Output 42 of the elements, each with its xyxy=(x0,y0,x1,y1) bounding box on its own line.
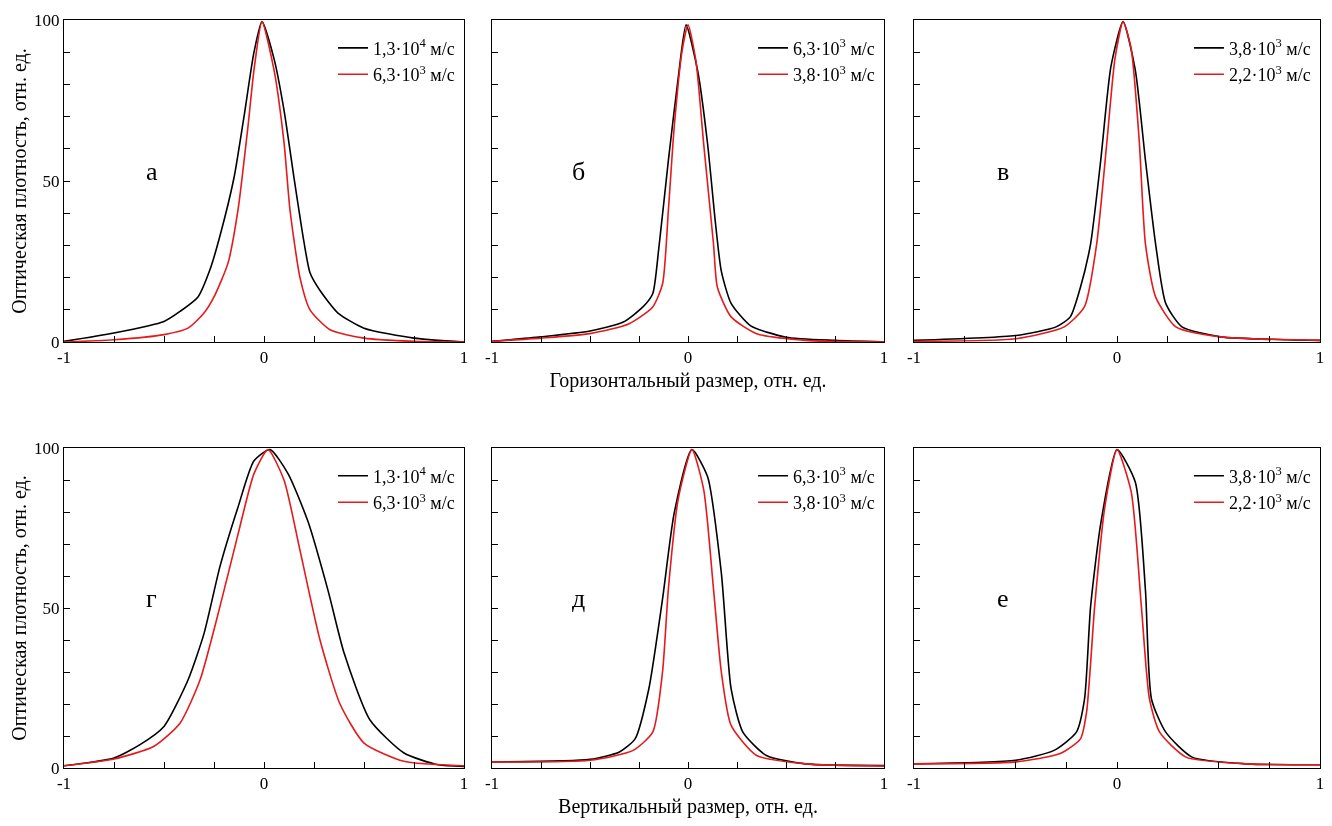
x-tick-label: 0 xyxy=(1112,348,1122,368)
x-tick-label: 1 xyxy=(1315,774,1325,794)
legend-label: 1,3·10$^{4}$ м/с xyxy=(373,464,455,487)
legend-label: 6,3·10$^{3}$ м/с xyxy=(373,62,455,86)
x-tick-label: 0 xyxy=(259,774,269,794)
x-tick-label: 1 xyxy=(879,774,889,794)
annotation: в xyxy=(997,157,1010,186)
annotation: д xyxy=(572,584,586,613)
x-tick-label: 1 xyxy=(879,348,889,368)
x-tick-label: -1 xyxy=(906,774,922,794)
x-tick-label: -1 xyxy=(484,348,500,368)
legend-label: 6,3·10$^{3}$ м/с xyxy=(373,490,455,514)
x-axis-title: Горизонтальный размер, отн. ед. xyxy=(549,368,827,392)
legend-label: 1,3·10$^{4}$ м/с xyxy=(373,36,455,59)
annotation: е xyxy=(997,584,1009,613)
y-tick-label: 100 xyxy=(34,438,60,458)
x-tick-label: 1 xyxy=(1315,348,1325,368)
legend-label: 2,2·10$^{3}$ м/с xyxy=(1228,62,1311,86)
annotation: г xyxy=(146,584,157,613)
legend-label: 3,8·10$^{3}$ м/с xyxy=(1228,36,1311,59)
y-axis-title: Оптическая плотность, отн. ед. xyxy=(7,48,31,314)
x-tick-label: 1 xyxy=(459,348,469,368)
y-tick-label: 50 xyxy=(42,171,60,191)
legend-label: 3,8·10$^{3}$ м/с xyxy=(793,62,875,86)
legend-label: 3,8·10$^{3}$ м/с xyxy=(1228,464,1311,487)
y-tick-label: 100 xyxy=(34,10,60,30)
legend-label: 3,8·10$^{3}$ м/с xyxy=(793,490,875,514)
x-tick-label: 0 xyxy=(683,774,693,794)
x-axis-title: Вертикальный размер, отн. ед. xyxy=(558,794,818,818)
y-tick-label: 50 xyxy=(42,598,60,618)
annotation: а xyxy=(146,157,158,186)
x-tick-label: 0 xyxy=(1112,774,1122,794)
x-tick-label: 1 xyxy=(459,774,469,794)
annotation: б xyxy=(572,157,586,186)
legend-label: 6,3·10$^{3}$ м/с xyxy=(793,36,875,59)
y-axis-title: Оптическая плотность, отн. ед. xyxy=(7,475,31,741)
legend-label: 6,3·10$^{3}$ м/с xyxy=(793,464,875,487)
x-tick-label: -1 xyxy=(484,774,500,794)
x-tick-label: -1 xyxy=(906,348,922,368)
legend-label: 2,2·10$^{3}$ м/с xyxy=(1228,490,1311,514)
x-tick-label: 0 xyxy=(683,348,693,368)
x-tick-label: 0 xyxy=(259,348,269,368)
